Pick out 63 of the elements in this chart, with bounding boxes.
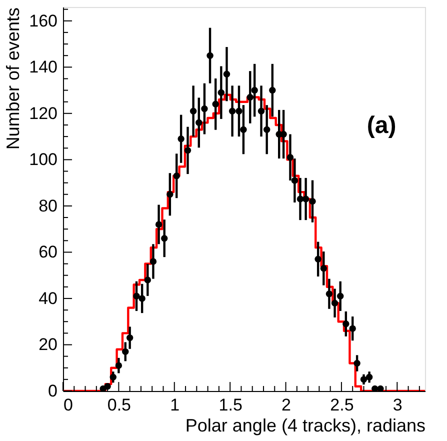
point [291, 177, 298, 184]
point [122, 348, 129, 356]
x-tick-label: 1.5 [218, 396, 242, 414]
point [309, 198, 316, 205]
point [302, 196, 310, 202]
point [269, 86, 276, 94]
point [236, 108, 242, 114]
point [184, 147, 192, 154]
point [349, 325, 356, 332]
point [246, 94, 254, 101]
point [223, 70, 230, 78]
point [178, 136, 184, 142]
y-tick-label: 80 [38, 196, 58, 216]
point [110, 374, 116, 380]
point [258, 108, 265, 114]
point [190, 108, 197, 114]
point [161, 234, 168, 242]
x-tick-label: 1 [170, 396, 180, 414]
point [196, 119, 202, 126]
point [280, 130, 287, 138]
point [150, 258, 157, 265]
x-tick-label: 2 [282, 396, 292, 414]
point [263, 126, 270, 133]
point [326, 290, 333, 298]
y-axis-title: Number of events [3, 8, 24, 150]
point [155, 221, 162, 228]
point [342, 320, 350, 328]
y-tick-label: 40 [38, 288, 58, 308]
y-tick-label: 0 [48, 382, 58, 400]
y-tick-label: 140 [29, 58, 58, 77]
point [228, 108, 236, 114]
x-tick-label: 3 [392, 396, 402, 414]
point [126, 334, 134, 342]
point [331, 300, 338, 306]
point [206, 52, 214, 59]
point [144, 276, 152, 284]
point [212, 100, 219, 108]
point [336, 292, 344, 300]
x-tick-label: 0.5 [107, 396, 132, 414]
y-tick-label: 60 [38, 242, 58, 262]
point [314, 256, 322, 262]
point [354, 360, 360, 367]
point [286, 154, 294, 161]
point [320, 265, 327, 272]
annotation: (a) [366, 112, 396, 140]
y-tick-label: 120 [29, 104, 58, 123]
point [251, 86, 258, 94]
point [366, 374, 373, 380]
point [173, 172, 180, 180]
x-tick-label: 0 [64, 396, 73, 414]
point [201, 105, 208, 112]
x-tick-label: 2.5 [330, 396, 354, 414]
y-tick-label: 100 [29, 150, 58, 170]
point [218, 89, 225, 96]
point [166, 191, 174, 198]
point [240, 126, 247, 133]
x-axis-title: Polar angle (4 tracks), radians [185, 416, 426, 436]
point [138, 295, 146, 302]
point [115, 362, 122, 369]
y-tick-label: 20 [38, 335, 58, 354]
y-tick-label: 160 [29, 11, 58, 30]
point [133, 292, 140, 300]
point [360, 376, 368, 383]
